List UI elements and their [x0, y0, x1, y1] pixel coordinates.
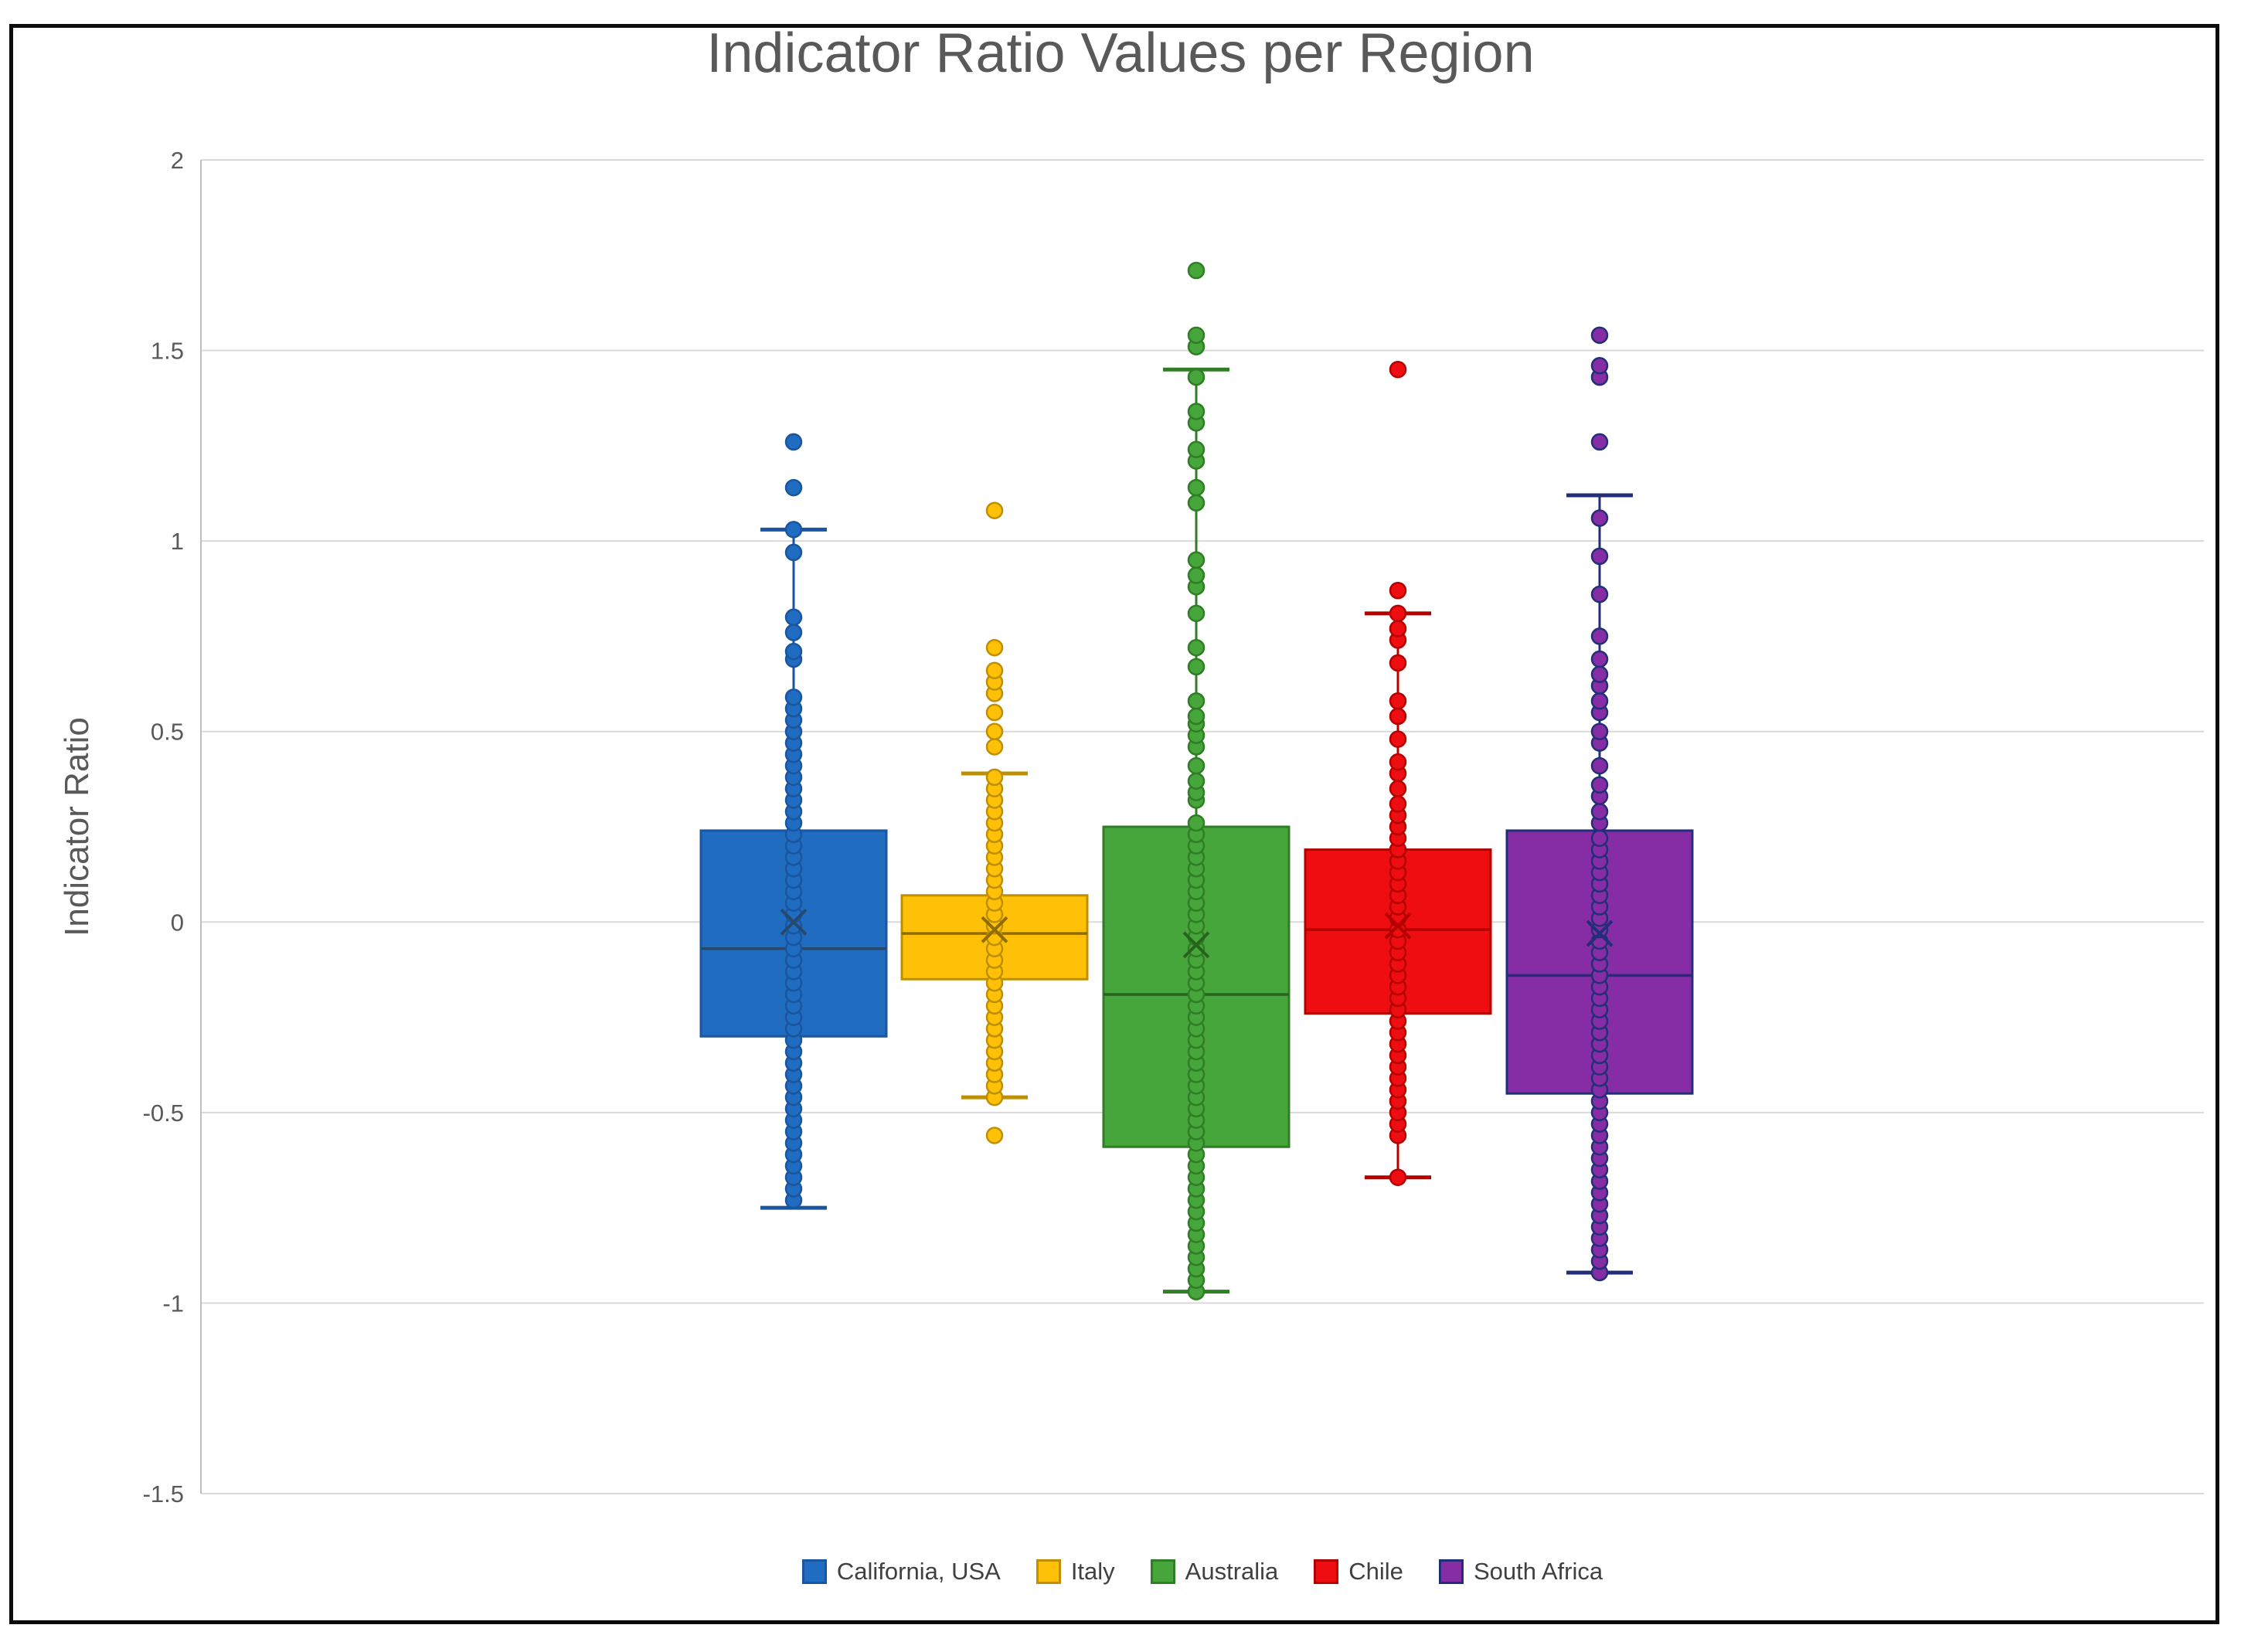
- data-point: [1590, 650, 1609, 668]
- data-point: [1187, 551, 1206, 569]
- box-series-chile: [1304, 360, 1492, 1186]
- data-point: [784, 642, 803, 661]
- data-point: [1187, 478, 1206, 497]
- data-point: [1389, 707, 1407, 726]
- data-point: [1187, 494, 1206, 512]
- data-point: [1590, 803, 1609, 821]
- legend-swatch-south-africa: [1438, 1559, 1464, 1584]
- mean-marker: [780, 908, 808, 936]
- data-point: [1590, 756, 1609, 775]
- legend-swatch-italy: [1035, 1559, 1061, 1584]
- data-point: [1590, 326, 1609, 345]
- mean-marker: [1384, 912, 1412, 940]
- data-point: [1389, 582, 1407, 600]
- data-point: [1187, 658, 1206, 676]
- y-tick-label: 1: [171, 528, 184, 555]
- y-tick-label: -1: [162, 1290, 184, 1317]
- data-point: [985, 638, 1004, 657]
- data-point: [1590, 665, 1609, 683]
- data-point: [985, 1127, 1004, 1144]
- data-point: [985, 661, 1004, 680]
- y-tick-label: 1.5: [151, 338, 184, 365]
- data-point: [1187, 772, 1206, 790]
- data-point: [1389, 730, 1407, 748]
- legend-swatch-california-usa: [801, 1559, 827, 1584]
- legend-item-italy[interactable]: Italy: [1035, 1558, 1115, 1586]
- data-point: [784, 688, 803, 706]
- data-point: [1590, 509, 1609, 527]
- legend-swatch-australia: [1150, 1559, 1175, 1584]
- data-point: [985, 722, 1004, 740]
- data-point: [1590, 722, 1609, 740]
- data-point: [985, 703, 1004, 722]
- data-point: [1187, 692, 1206, 710]
- legend-label: Chile: [1348, 1558, 1403, 1585]
- data-point: [1187, 814, 1206, 832]
- data-point: [1389, 780, 1407, 797]
- data-point: [1389, 654, 1407, 672]
- data-point: [985, 768, 1004, 787]
- box-series-south-africa: [1505, 326, 1694, 1282]
- data-point: [1590, 357, 1609, 375]
- data-point: [1389, 1168, 1407, 1186]
- y-tick-label: 0: [171, 909, 184, 936]
- data-point: [1590, 829, 1609, 848]
- data-point: [784, 624, 803, 641]
- y-tick-label: 2: [171, 147, 184, 174]
- data-point: [1389, 360, 1407, 379]
- legend-label: Italy: [1070, 1558, 1115, 1585]
- data-point: [784, 543, 803, 562]
- data-point: [1187, 604, 1206, 623]
- legend-item-australia[interactable]: Australia: [1150, 1558, 1279, 1586]
- chart-title: Indicator Ratio Values per Region: [706, 22, 1535, 84]
- data-point: [1590, 776, 1609, 794]
- box-series-australia: [1102, 261, 1291, 1300]
- legend-label: South Africa: [1473, 1558, 1603, 1585]
- data-point: [1187, 326, 1206, 345]
- legend-item-south-africa[interactable]: South Africa: [1438, 1558, 1603, 1586]
- data-point: [1187, 368, 1206, 386]
- mean-marker: [1586, 919, 1614, 947]
- data-point: [1187, 403, 1206, 420]
- y-tick-label: -0.5: [143, 1100, 184, 1127]
- data-point: [1187, 707, 1206, 726]
- chart-frame: [9, 24, 2219, 1624]
- data-point: [985, 738, 1004, 756]
- box-series-italy: [900, 501, 1089, 1144]
- data-point: [1590, 692, 1609, 710]
- mean-marker: [981, 916, 1008, 943]
- data-point: [1187, 566, 1206, 584]
- data-point: [784, 521, 803, 539]
- data-point: [1590, 585, 1609, 603]
- data-point: [1590, 627, 1609, 645]
- data-point: [1389, 692, 1407, 710]
- data-point: [1187, 756, 1206, 775]
- data-point: [784, 433, 803, 451]
- legend-item-chile[interactable]: Chile: [1314, 1558, 1403, 1586]
- y-tick-label: 0.5: [151, 719, 184, 746]
- data-point: [1389, 604, 1407, 623]
- legend-label: Australia: [1185, 1558, 1279, 1585]
- legend-item-california-usa[interactable]: California, USA: [801, 1558, 1001, 1586]
- data-point: [784, 478, 803, 497]
- data-point: [1187, 440, 1206, 459]
- y-tick-label: -1.5: [143, 1480, 184, 1508]
- legend-label: California, USA: [836, 1558, 1001, 1585]
- data-point: [1389, 753, 1407, 771]
- legend: California, USA Italy Australia Chile South …: [201, 1558, 2204, 1586]
- box-series-california-usa: [699, 433, 888, 1210]
- data-point: [1389, 795, 1407, 813]
- data-point: [985, 501, 1004, 519]
- data-point: [1187, 261, 1206, 280]
- mean-marker: [1182, 931, 1210, 959]
- data-point: [784, 608, 803, 627]
- data-point: [1590, 433, 1609, 451]
- legend-swatch-chile: [1314, 1559, 1339, 1584]
- data-point: [1590, 547, 1609, 566]
- data-point: [1187, 638, 1206, 657]
- data-point: [1389, 620, 1407, 637]
